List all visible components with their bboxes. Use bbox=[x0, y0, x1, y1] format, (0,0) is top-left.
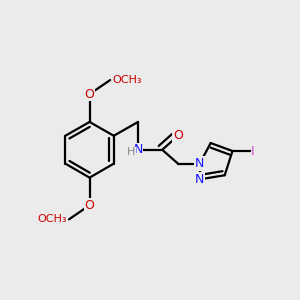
Text: I: I bbox=[251, 145, 255, 158]
Text: N: N bbox=[195, 157, 205, 170]
Text: H: H bbox=[127, 147, 135, 157]
Text: OCH₃: OCH₃ bbox=[38, 214, 67, 224]
Text: O: O bbox=[85, 199, 94, 212]
Text: N: N bbox=[195, 173, 205, 186]
Text: O: O bbox=[85, 88, 94, 100]
Text: OCH₃: OCH₃ bbox=[112, 75, 142, 85]
Text: O: O bbox=[173, 129, 183, 142]
Text: N: N bbox=[133, 143, 143, 156]
